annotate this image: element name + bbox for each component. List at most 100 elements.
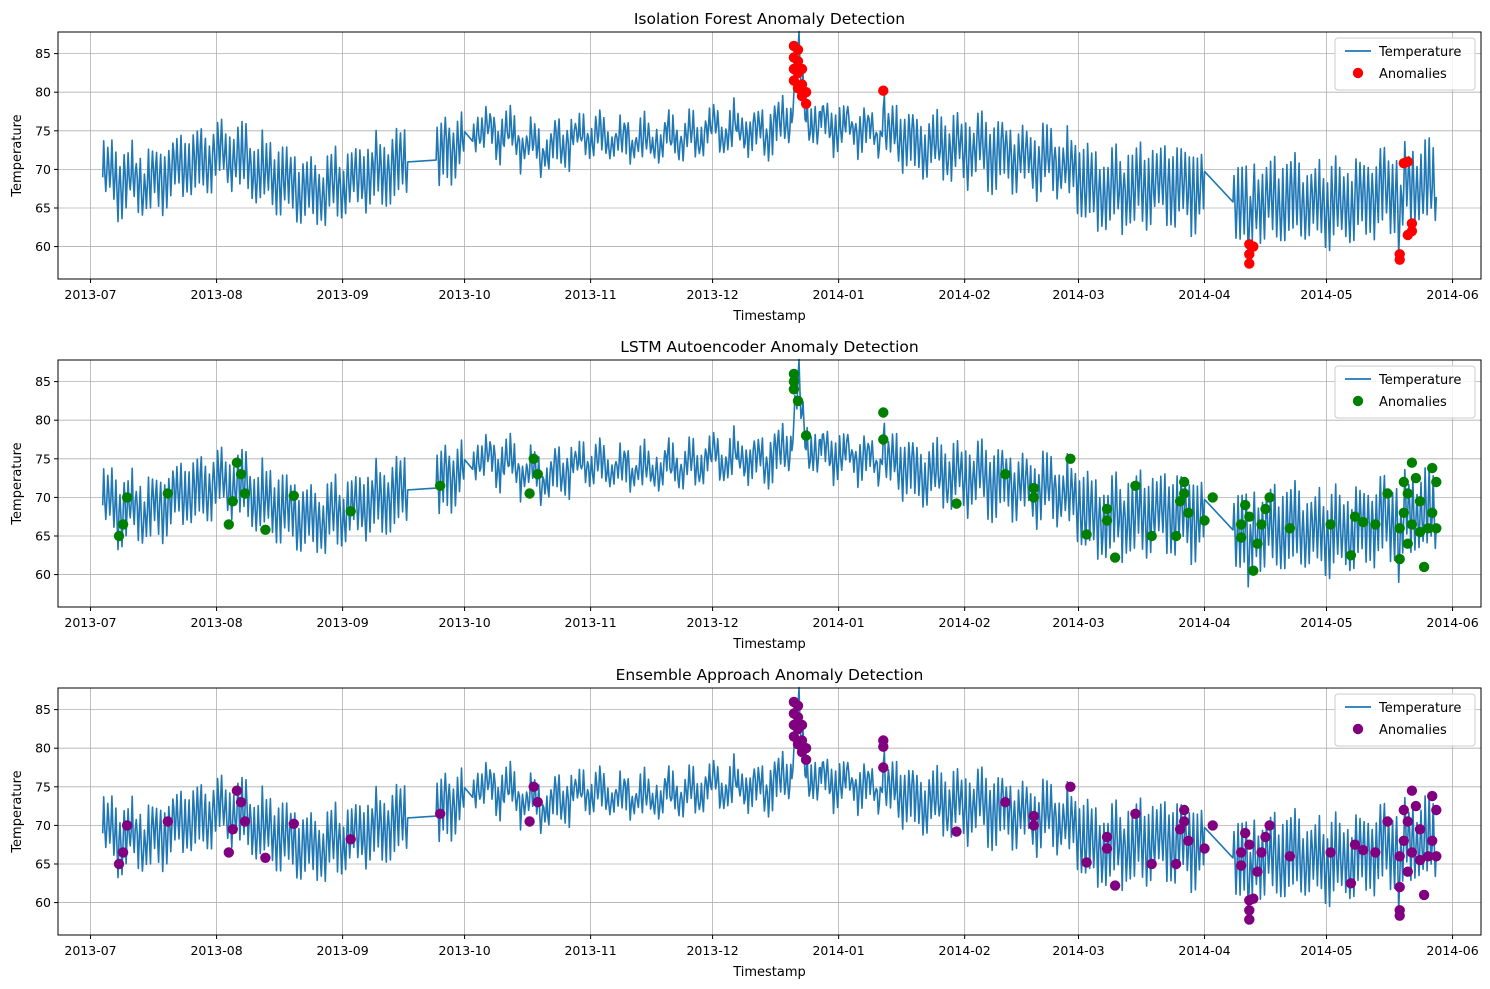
x-tick-label: 2013-11 <box>564 287 616 302</box>
anomaly-point <box>1130 808 1141 819</box>
temperature-line <box>101 686 1438 916</box>
chart-panel-3: 2013-07 2013-08 2013-09 2013-10 2013-11 2013-… <box>10 666 1482 980</box>
anomaly-point <box>1410 800 1422 812</box>
anomaly-point <box>878 741 889 752</box>
y-tick-label: 75 <box>35 451 51 466</box>
x-tick-label: 2013-10 <box>438 287 490 302</box>
anomaly-point <box>1382 488 1393 499</box>
anomaly-point <box>1183 835 1194 846</box>
x-tick-label: 2013-07 <box>64 943 116 958</box>
anomaly-point <box>1244 249 1255 260</box>
legend-marker-swatch <box>1352 723 1364 735</box>
chart-title: Isolation Forest Anomaly Detection <box>634 10 905 28</box>
x-tick-label: 2014-04 <box>1178 615 1230 630</box>
anomaly-point <box>1248 241 1259 252</box>
anomaly-point <box>800 754 812 765</box>
x-tick-label: 2013-07 <box>64 287 116 302</box>
chart-panel-1: 2013-07 2013-08 2013-09 2013-10 2013-11 2013-… <box>10 10 1482 324</box>
anomaly-point <box>288 818 299 829</box>
anomaly-point <box>1422 851 1434 862</box>
x-tick-label: 2014-02 <box>939 287 991 302</box>
anomaly-point <box>1382 816 1393 827</box>
anomaly-point <box>1252 866 1263 877</box>
anomaly-point <box>1252 538 1263 549</box>
anomaly-point <box>796 735 808 746</box>
temperature-line <box>101 30 1438 260</box>
anomaly-point <box>1349 839 1361 850</box>
x-tick-label: 2014-01 <box>812 943 864 958</box>
anomaly-point <box>231 785 243 796</box>
anomaly-point <box>1146 858 1157 870</box>
x-tick-label: 2013-09 <box>316 287 368 302</box>
anomaly-point <box>1174 496 1186 507</box>
x-tick-label: 2013-10 <box>438 615 490 630</box>
y-tick-label: 65 <box>35 200 51 215</box>
legend-label-temperature: Temperature <box>1378 701 1461 716</box>
y-tick-label: 70 <box>35 490 51 505</box>
anomaly-point <box>1427 790 1438 802</box>
anomaly-point <box>223 519 234 530</box>
anomaly-point <box>1398 835 1410 846</box>
anomaly-point <box>1325 847 1336 858</box>
anomaly-point <box>1284 523 1296 534</box>
anomaly-point <box>1406 457 1418 468</box>
y-tick-label: 60 <box>35 895 51 910</box>
axes-frame <box>57 687 1482 936</box>
anomaly-point <box>1179 804 1190 816</box>
anomaly-point <box>1101 503 1113 515</box>
anomaly-point <box>121 820 133 831</box>
y-axis-label: Temperature <box>10 442 25 525</box>
y-tick-label: 80 <box>35 413 51 428</box>
anomaly-point <box>1345 550 1357 561</box>
y-tick-label: 85 <box>35 702 51 717</box>
x-tick-label: 2014-03 <box>1052 615 1104 630</box>
anomaly-point <box>1345 878 1357 889</box>
x-tick-label: 2013-12 <box>686 943 738 958</box>
x-tick-label: 2014-03 <box>1052 943 1104 958</box>
chart-title: Ensemble Approach Anomaly Detection <box>616 666 924 684</box>
anomaly-point <box>117 847 129 858</box>
anomaly-point <box>951 826 962 837</box>
anomaly-point <box>1207 492 1218 503</box>
x-tick-label: 2013-08 <box>190 943 242 958</box>
anomaly-point <box>1418 889 1430 901</box>
anomaly-point <box>792 700 804 711</box>
anomaly-point <box>1394 905 1405 916</box>
anomaly-point <box>792 56 804 67</box>
anomaly-point <box>1244 914 1255 925</box>
anomaly-point <box>1402 488 1414 499</box>
x-tick-label: 2013-08 <box>190 615 242 630</box>
x-tick-label: 2014-06 <box>1426 615 1478 630</box>
anomaly-point <box>1414 854 1426 866</box>
anomaly-point <box>1240 827 1251 839</box>
axes-frame <box>57 31 1482 280</box>
anomaly-point <box>1101 831 1113 843</box>
y-tick-label: 80 <box>35 741 51 756</box>
anomaly-point <box>1418 561 1430 573</box>
anomaly-point <box>1260 503 1271 515</box>
anomaly-point <box>528 453 539 464</box>
anomaly-point <box>1264 820 1275 831</box>
x-tick-label: 2013-12 <box>686 287 738 302</box>
anomaly-point <box>1000 797 1011 808</box>
anomaly-point <box>223 847 234 858</box>
anomaly-point <box>235 469 247 480</box>
anomaly-point <box>1101 515 1113 526</box>
anomaly-point <box>1179 816 1190 827</box>
anomaly-point <box>1410 472 1422 484</box>
anomaly-point <box>1170 858 1182 870</box>
anomaly-point <box>796 719 808 731</box>
anomaly-point <box>788 384 800 395</box>
x-tick-label: 2014-04 <box>1178 287 1230 302</box>
y-tick-label: 60 <box>35 239 51 254</box>
legend-label-temperature: Temperature <box>1378 45 1461 60</box>
anomaly-point <box>1398 507 1410 518</box>
chart-title: LSTM Autoencoder Anomaly Detection <box>620 338 918 356</box>
anomaly-point <box>1256 519 1267 530</box>
anomaly-point <box>1065 453 1076 464</box>
x-tick-label: 2014-04 <box>1178 943 1230 958</box>
anomaly-point <box>1130 480 1141 491</box>
anomaly-point <box>1370 847 1381 858</box>
y-axis-label: Temperature <box>10 114 25 197</box>
anomaly-point <box>1109 552 1121 563</box>
